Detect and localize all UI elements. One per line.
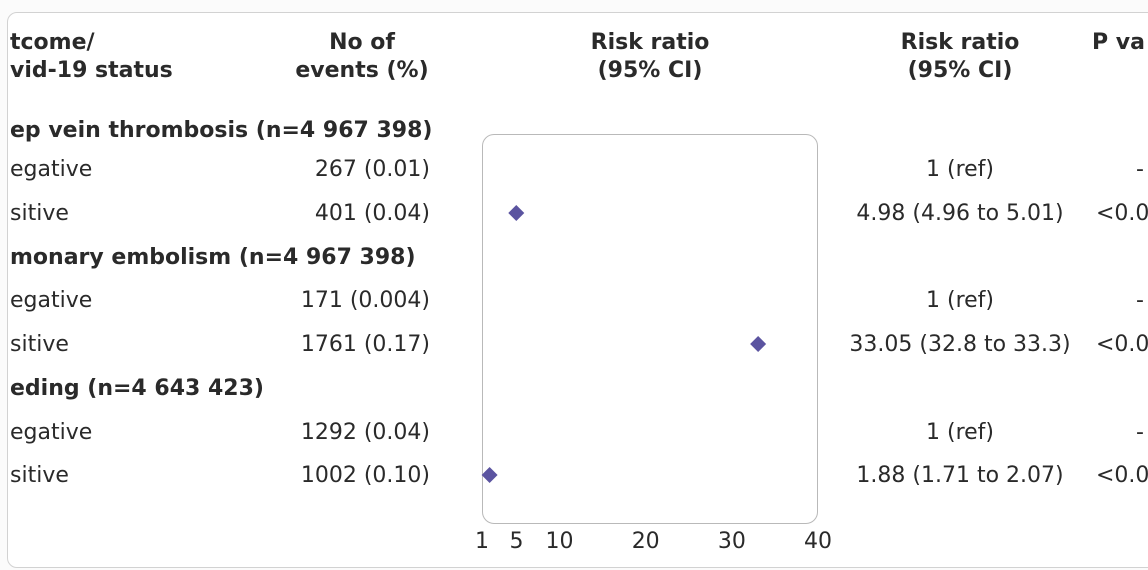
section-title-bleeding: eding (n=4 643 423) — [10, 376, 264, 401]
row-p: - — [1136, 420, 1144, 445]
x-tick-label: 10 — [546, 529, 574, 554]
row-rr: 1 (ref) — [926, 420, 994, 445]
header-events-line1: No of — [329, 30, 395, 55]
section-title-pe: monary embolism (n=4 967 398) — [10, 245, 416, 270]
estimate-marker — [508, 205, 525, 221]
row-status: sitive — [10, 332, 69, 357]
header-events-line2: events (%) — [295, 58, 429, 83]
row-status: egative — [10, 157, 93, 182]
x-tick-label: 40 — [804, 529, 832, 554]
header-rr-line2: (95% CI) — [907, 58, 1013, 83]
header-rr-line1: Risk ratio — [900, 30, 1020, 55]
header-outcome-line2: vid-19 status — [10, 58, 173, 83]
header-plot-line2: (95% CI) — [597, 58, 703, 83]
row-rr: 1.88 (1.71 to 2.07) — [856, 463, 1064, 488]
header-outcome-line1: tcome/ — [10, 30, 95, 55]
estimate-marker — [481, 467, 498, 483]
x-tick-label: 5 — [509, 529, 523, 554]
row-rr: 1 (ref) — [926, 288, 994, 313]
row-events: 171 (0.004) — [300, 288, 430, 313]
forest-plot-card — [7, 12, 1148, 568]
plot-area — [482, 134, 818, 524]
row-rr: 1 (ref) — [926, 157, 994, 182]
row-status: egative — [10, 288, 93, 313]
row-events: 267 (0.01) — [314, 157, 430, 182]
row-p: <0.0 — [1096, 332, 1148, 357]
row-status: sitive — [10, 463, 69, 488]
row-p: <0.0 — [1096, 463, 1148, 488]
row-p: - — [1136, 157, 1144, 182]
row-p: - — [1136, 288, 1144, 313]
x-tick-label: 20 — [632, 529, 660, 554]
row-rr: 33.05 (32.8 to 33.3) — [849, 332, 1071, 357]
section-title-dvt: ep vein thrombosis (n=4 967 398) — [10, 118, 433, 143]
row-events: 1002 (0.10) — [300, 463, 430, 488]
header-p-value: P va — [1092, 30, 1145, 55]
row-events: 1292 (0.04) — [300, 420, 430, 445]
x-tick-label: 30 — [718, 529, 746, 554]
row-events: 401 (0.04) — [314, 201, 430, 226]
estimate-marker — [750, 336, 767, 352]
header-plot-line1: Risk ratio — [590, 30, 710, 55]
row-rr: 4.98 (4.96 to 5.01) — [856, 201, 1064, 226]
row-status: egative — [10, 420, 93, 445]
x-tick-label: 1 — [475, 529, 489, 554]
row-status: sitive — [10, 201, 69, 226]
row-events: 1761 (0.17) — [300, 332, 430, 357]
row-p: <0.0 — [1096, 201, 1148, 226]
